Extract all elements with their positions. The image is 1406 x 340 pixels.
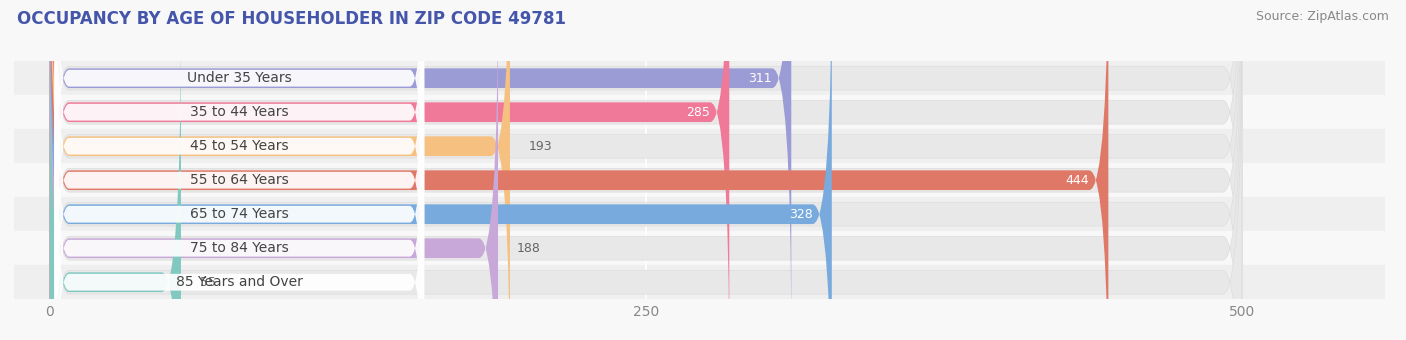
FancyBboxPatch shape	[49, 0, 1241, 340]
Text: 35 to 44 Years: 35 to 44 Years	[190, 105, 288, 119]
FancyBboxPatch shape	[55, 0, 425, 340]
FancyBboxPatch shape	[55, 19, 425, 340]
FancyBboxPatch shape	[49, 0, 792, 340]
Text: 55: 55	[200, 276, 217, 289]
Bar	[14, 61, 1385, 95]
FancyBboxPatch shape	[49, 0, 832, 340]
Text: 65 to 74 Years: 65 to 74 Years	[190, 207, 288, 221]
Text: 85 Years and Over: 85 Years and Over	[176, 275, 302, 289]
FancyBboxPatch shape	[49, 0, 1108, 340]
FancyBboxPatch shape	[55, 87, 425, 340]
FancyBboxPatch shape	[49, 0, 730, 340]
Text: 328: 328	[789, 208, 813, 221]
Text: Source: ZipAtlas.com: Source: ZipAtlas.com	[1256, 10, 1389, 23]
Text: 75 to 84 Years: 75 to 84 Years	[190, 241, 288, 255]
Text: 45 to 54 Years: 45 to 54 Years	[190, 139, 288, 153]
FancyBboxPatch shape	[49, 20, 181, 340]
FancyBboxPatch shape	[49, 0, 510, 340]
Text: 311: 311	[748, 72, 772, 85]
Bar	[14, 265, 1385, 299]
Text: 193: 193	[529, 140, 553, 153]
FancyBboxPatch shape	[55, 0, 425, 308]
FancyBboxPatch shape	[49, 0, 1241, 340]
Text: Under 35 Years: Under 35 Years	[187, 71, 291, 85]
FancyBboxPatch shape	[49, 0, 1241, 340]
FancyBboxPatch shape	[49, 22, 1241, 340]
Bar	[14, 231, 1385, 265]
Text: 285: 285	[686, 106, 710, 119]
Text: 55 to 64 Years: 55 to 64 Years	[190, 173, 288, 187]
FancyBboxPatch shape	[55, 53, 425, 340]
Bar	[14, 197, 1385, 231]
Text: OCCUPANCY BY AGE OF HOUSEHOLDER IN ZIP CODE 49781: OCCUPANCY BY AGE OF HOUSEHOLDER IN ZIP C…	[17, 10, 565, 28]
FancyBboxPatch shape	[55, 0, 425, 340]
FancyBboxPatch shape	[55, 0, 425, 274]
Text: 188: 188	[517, 242, 541, 255]
FancyBboxPatch shape	[49, 0, 1241, 338]
FancyBboxPatch shape	[49, 0, 498, 340]
Bar	[14, 95, 1385, 129]
Text: 444: 444	[1066, 174, 1090, 187]
FancyBboxPatch shape	[49, 0, 1241, 340]
Bar	[14, 129, 1385, 163]
Bar	[14, 163, 1385, 197]
FancyBboxPatch shape	[49, 0, 1241, 340]
